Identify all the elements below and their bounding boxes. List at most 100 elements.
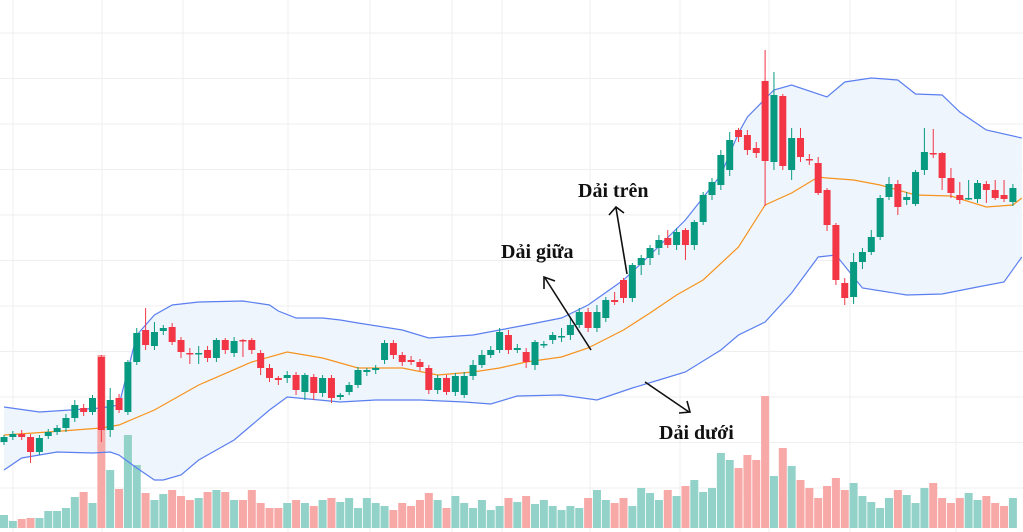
volume-bar [681, 486, 690, 528]
candle-body [266, 368, 273, 378]
candle [788, 128, 796, 180]
candle-body [761, 81, 769, 161]
volume-bar [398, 503, 407, 528]
candle [558, 328, 566, 342]
candle-body [823, 190, 831, 225]
candle-body [89, 398, 96, 412]
volume-bar [460, 503, 469, 528]
volume-bar [566, 506, 575, 528]
volume-bar [787, 466, 796, 528]
candle-body [903, 197, 911, 200]
candle [513, 344, 521, 353]
candle [699, 192, 707, 225]
middle-band-arrow [543, 275, 592, 351]
candle [805, 154, 813, 165]
lower-band-line [3, 254, 1023, 481]
candle-body [522, 352, 530, 362]
volume-bar [256, 503, 265, 528]
candle [797, 128, 804, 162]
candle-body [717, 155, 725, 185]
volume-bar [44, 511, 53, 528]
candle-body [18, 434, 26, 437]
candle-body [327, 378, 335, 398]
candle [9, 431, 17, 440]
volume-bar [1008, 498, 1017, 528]
candle [389, 340, 397, 359]
volume-bar [938, 498, 947, 528]
volume-bar [752, 460, 761, 528]
volume-bar [79, 492, 88, 528]
candle-body [858, 252, 866, 262]
volume-bar [238, 500, 247, 528]
candle-body [257, 353, 265, 368]
candle-body [97, 357, 105, 430]
upper-band-label: Dải trên [578, 180, 649, 202]
annotation-arrows [543, 205, 692, 414]
candle [929, 129, 937, 158]
volume-bar [628, 506, 637, 528]
candle [248, 338, 256, 354]
volume-bar [185, 500, 194, 528]
volume-bar [177, 496, 185, 528]
volume-bar [141, 493, 150, 528]
middle-band-line [3, 176, 1023, 436]
candle-body [646, 248, 654, 258]
volume-bar [814, 498, 823, 528]
volume-bar [35, 518, 44, 528]
candle-body [142, 330, 150, 345]
candle [336, 393, 344, 400]
volume-bar [955, 498, 964, 528]
candle [832, 223, 840, 285]
candle-body [965, 198, 973, 200]
candle [53, 425, 61, 435]
candle [575, 308, 583, 328]
volume-bar [654, 500, 663, 528]
candle [62, 414, 70, 432]
candle [177, 337, 185, 358]
candle-body [363, 370, 371, 372]
candle [398, 352, 406, 366]
volume-bar [823, 486, 832, 528]
volume-bar [61, 508, 70, 528]
volume-bar [318, 500, 327, 528]
volume-bar [769, 476, 778, 528]
volume-bar [477, 500, 486, 528]
candle-body [912, 172, 920, 204]
volume-bar [8, 521, 17, 528]
volume-bar [150, 500, 159, 528]
volume-bar [17, 519, 26, 528]
candle [80, 404, 88, 416]
candle [71, 400, 79, 422]
volume-bar [230, 500, 239, 528]
candle [239, 339, 247, 357]
volume-bar [708, 488, 716, 528]
candle-body [752, 148, 760, 153]
candle-body [797, 138, 804, 157]
candle-body [814, 163, 822, 193]
candle-body [425, 368, 433, 390]
candle-body [496, 332, 504, 350]
candle [230, 337, 238, 357]
volume-bar [123, 435, 132, 528]
candle-body [929, 153, 937, 155]
volume-bar [831, 478, 840, 528]
volume-bar [354, 508, 362, 528]
candle [496, 328, 504, 353]
candle [274, 376, 282, 385]
candle-body [938, 153, 946, 178]
candle [814, 157, 822, 195]
candle [97, 355, 105, 442]
volume-bar [991, 503, 1000, 528]
candle [451, 373, 459, 396]
candle-body [274, 378, 282, 380]
candle [168, 323, 176, 345]
candle [124, 360, 132, 415]
candle [965, 180, 973, 200]
volume-bar [469, 508, 478, 528]
volume-bar [902, 495, 911, 528]
volume-bar [672, 496, 681, 528]
volume-bar [88, 503, 97, 528]
candle-body [611, 300, 619, 302]
candle-body [451, 376, 459, 392]
